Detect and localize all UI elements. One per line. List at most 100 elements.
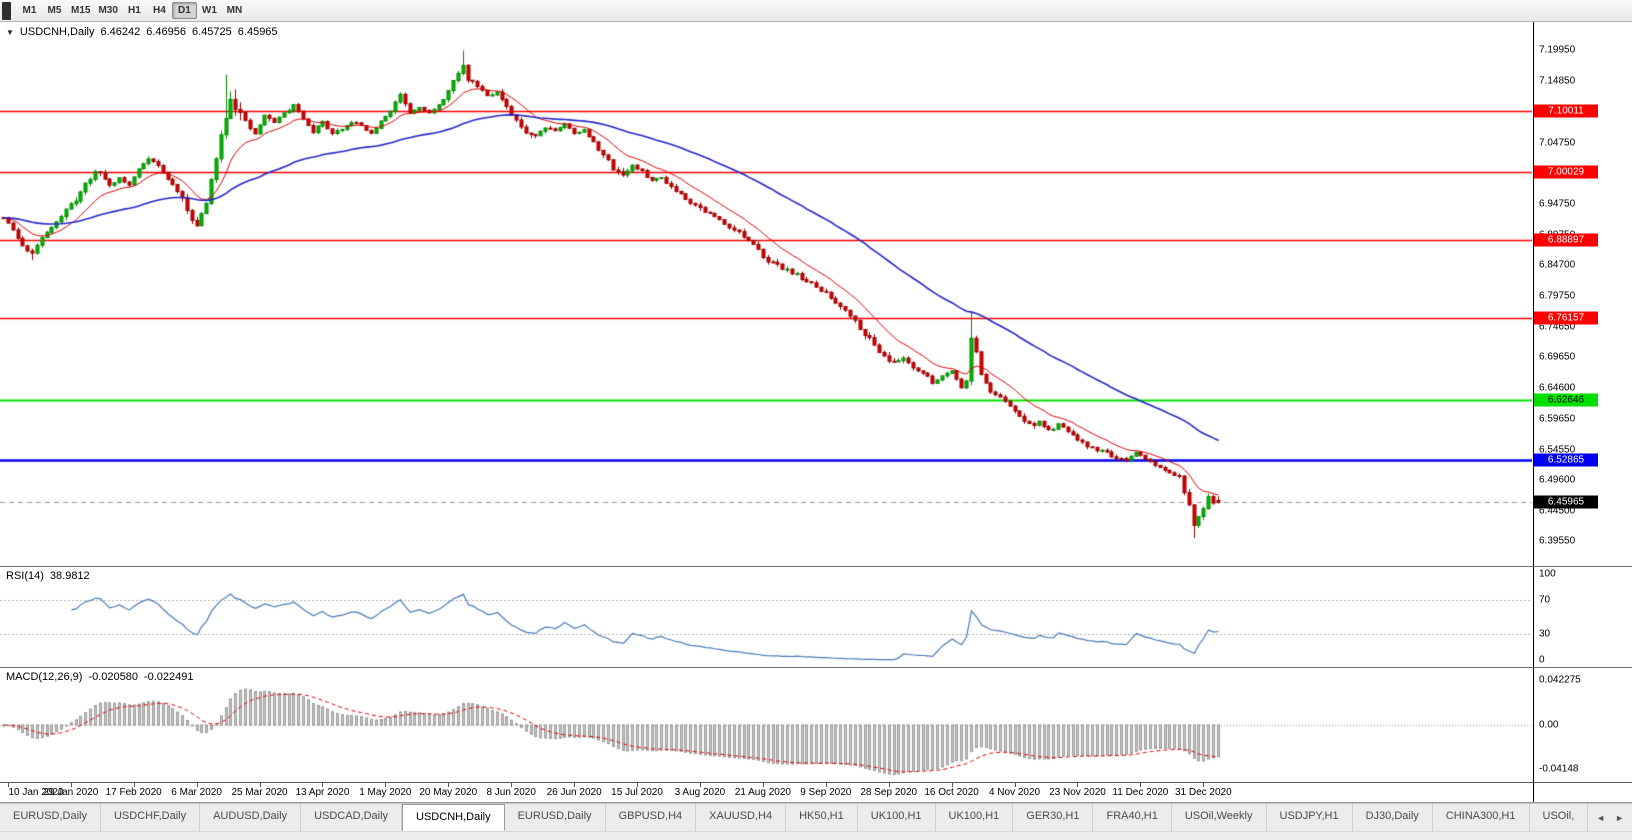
time-label: 28 Sep 2020: [860, 787, 918, 798]
price-level-badge: 6.45965: [1534, 495, 1598, 509]
time-label: 13 Apr 2020: [295, 787, 350, 798]
time-label: 3 Aug 2020: [674, 787, 726, 798]
rsi-value: 38.9812: [49, 570, 90, 582]
tabs-scroll-left-icon[interactable]: ◄: [1596, 812, 1606, 823]
rsi-label: RSI(14) 38.9812: [6, 570, 90, 582]
chart-tab-usdchf-daily[interactable]: USDCHF,Daily: [100, 804, 201, 831]
chart-tab-eurusd-daily[interactable]: EURUSD,Daily: [504, 804, 606, 831]
timeframe-button-w1[interactable]: W1: [201, 5, 217, 16]
macd-name: MACD(12,26,9): [6, 671, 83, 683]
timeframe-button-m1[interactable]: M1: [22, 5, 37, 16]
macd-tick: -0.04148: [1539, 763, 1579, 775]
chart-tab-gbpusd-h4[interactable]: GBPUSD,H4: [605, 804, 697, 831]
chart-tab-uk100-h1[interactable]: UK100,H1: [935, 804, 1014, 831]
chart-title-close: 6.45965: [237, 26, 278, 38]
chart-title-symbol: USDCNH,Daily: [19, 26, 95, 38]
chart-tab-usdjpy-h1[interactable]: USDJPY,H1: [1266, 804, 1353, 831]
time-tick: [7, 783, 9, 787]
price-level-badge: 6.52865: [1534, 453, 1598, 467]
price-tick: 7.04750: [1539, 137, 1576, 149]
time-tick: [1203, 783, 1205, 787]
time-tick: [385, 783, 387, 787]
timeframe-button-mn[interactable]: MN: [226, 5, 243, 16]
timeframe-button-m30[interactable]: M30: [98, 5, 118, 16]
chart-tab-usoil-weekly[interactable]: USOil,Weekly: [1171, 804, 1267, 831]
rsi-tick: 0: [1539, 654, 1545, 666]
timeframe-button-h1[interactable]: H1: [128, 5, 141, 16]
rsi-tick: 30: [1539, 628, 1551, 640]
chart-tab-usdcad-daily[interactable]: USDCAD,Daily: [301, 804, 403, 831]
price-tick: 6.94750: [1539, 198, 1576, 210]
time-tick: [448, 783, 450, 787]
window-bottom-strip: [0, 831, 1632, 840]
price-tick: 6.79750: [1539, 290, 1576, 302]
time-tick: [1014, 783, 1016, 787]
time-axis: 10 Jan 2020 29 Jan 2020 17 Feb 2020 6 Mar 2…: [0, 783, 1632, 803]
price-level-badge: 7.00029: [1534, 165, 1598, 179]
time-tick: [133, 783, 135, 787]
price-level-badge: 6.76157: [1534, 311, 1598, 325]
chart-tabs: EURUSD,Daily USDCHF,Daily AUDUSD,Daily USDC…: [0, 804, 1588, 831]
time-tick: [825, 783, 827, 787]
timeframe-button-h4[interactable]: H4: [153, 5, 166, 16]
chart-tab-audusd-daily[interactable]: AUDUSD,Daily: [200, 804, 302, 831]
chart-tab-eurusd-daily[interactable]: EURUSD,Daily: [0, 804, 101, 831]
price-panel: ▼ USDCNH,Daily 6.46242 6.46956 6.45725 6…: [0, 22, 1632, 567]
macd-label: MACD(12,26,9) -0.020580 -0.022491: [6, 671, 194, 683]
price-level-badge: 6.62646: [1534, 393, 1598, 407]
rsi-tick: 70: [1539, 594, 1551, 606]
timeframe-button-m5[interactable]: M5: [47, 5, 62, 16]
chart-area: ▼ USDCNH,Daily 6.46242 6.46956 6.45725 6…: [0, 22, 1632, 803]
chart-tab-uk100-h1[interactable]: UK100,H1: [857, 804, 936, 831]
price-tick: 6.44500: [1539, 505, 1576, 517]
toolbar-grip[interactable]: [2, 1, 11, 20]
price-tick: 7.19950: [1539, 44, 1576, 56]
time-axis-corner: [1533, 783, 1632, 802]
tabs-scroll-right-icon[interactable]: ►: [1615, 812, 1624, 823]
chart-tab-hk50-h1[interactable]: HK50,H1: [786, 804, 858, 831]
chart-tab-fra40-h1[interactable]: FRA40,H1: [1093, 804, 1172, 831]
macd-panel: MACD(12,26,9) -0.020580 -0.022491 0.0422…: [0, 668, 1632, 783]
time-tick: [888, 783, 890, 787]
price-chart-canvas[interactable]: [0, 22, 1532, 566]
price-tick: 6.49600: [1539, 474, 1576, 486]
time-tick: [196, 783, 198, 787]
chart-tab-usdcnh-daily[interactable]: USDCNH,Daily: [402, 804, 505, 831]
chart-tab-china300-h1[interactable]: CHINA300,H1: [1432, 804, 1530, 831]
macd-tick: 0.042275: [1539, 674, 1581, 686]
time-label: 23 Nov 2020: [1049, 787, 1106, 798]
time-label: 20 May 2020: [419, 787, 478, 798]
price-level-badge: 6.88897: [1534, 233, 1598, 247]
chart-tab-usoil-[interactable]: USOil,: [1529, 804, 1588, 831]
rsi-panel: RSI(14) 38.9812 100 70 30 0: [0, 567, 1632, 668]
price-tick: 7.14850: [1539, 75, 1576, 87]
chart-tab-xauusd-h4[interactable]: XAUUSD,H4: [696, 804, 787, 831]
chart-title-high: 6.46956: [146, 26, 187, 38]
time-tick: [574, 783, 576, 787]
timeframe-button-d1[interactable]: D1: [171, 2, 197, 19]
collapse-indicator-icon[interactable]: ▼: [6, 27, 14, 37]
time-label: 8 Jun 2020: [486, 787, 536, 798]
time-tick: [637, 783, 639, 787]
price-tick: 6.54550: [1539, 444, 1576, 456]
rsi-name: RSI(14): [6, 570, 44, 582]
time-label: 4 Nov 2020: [988, 787, 1041, 798]
time-label: 29 Jan 2020: [43, 787, 99, 798]
price-axis: 7.199507.148507.097507.047506.997506.947…: [1533, 22, 1632, 566]
timeframe-button-m15[interactable]: M15: [71, 5, 91, 16]
chart-tabs-bar: EURUSD,Daily USDCHF,Daily AUDUSD,Daily USDC…: [0, 803, 1632, 831]
chart-tab-ger30-h1[interactable]: GER30,H1: [1013, 804, 1094, 831]
chart-tab-dj30-daily[interactable]: DJ30,Daily: [1352, 804, 1433, 831]
time-tick: [511, 783, 513, 787]
time-label: 15 Jul 2020: [611, 787, 663, 798]
time-label: 31 Dec 2020: [1174, 787, 1232, 798]
time-label: 1 May 2020: [359, 787, 412, 798]
time-label: 21 Aug 2020: [734, 787, 791, 798]
rsi-chart-canvas[interactable]: [0, 567, 1532, 667]
macd-chart-canvas[interactable]: [0, 668, 1532, 782]
time-label: 17 Feb 2020: [105, 787, 162, 798]
rsi-tick: 100: [1539, 568, 1556, 580]
timeframe-toolbar: M1 M5 M15 M30 H1 H4 D1 W1 MN: [0, 0, 1632, 22]
rsi-axis: 100 70 30 0: [1533, 567, 1632, 667]
time-label: 25 Mar 2020: [231, 787, 288, 798]
